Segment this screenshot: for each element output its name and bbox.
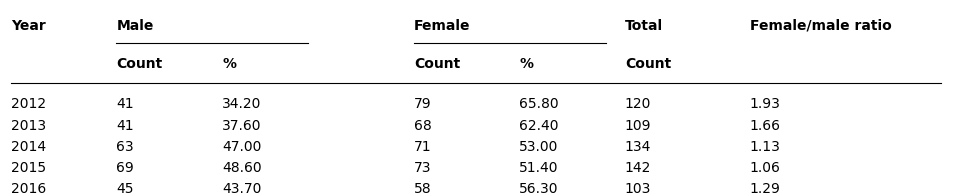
Text: 62.40: 62.40 <box>519 119 558 133</box>
Text: 1.66: 1.66 <box>749 119 779 133</box>
Text: 48.60: 48.60 <box>222 161 261 175</box>
Text: Male: Male <box>116 19 154 33</box>
Text: 53.00: 53.00 <box>519 140 558 154</box>
Text: 43.70: 43.70 <box>222 181 261 195</box>
Text: 2012: 2012 <box>11 97 46 111</box>
Text: Female: Female <box>413 19 470 33</box>
Text: 65.80: 65.80 <box>519 97 558 111</box>
Text: Count: Count <box>116 57 162 71</box>
Text: %: % <box>519 57 532 71</box>
Text: 2016: 2016 <box>11 181 46 195</box>
Text: 2015: 2015 <box>11 161 46 175</box>
Text: 71: 71 <box>413 140 431 154</box>
Text: 2014: 2014 <box>11 140 46 154</box>
Text: 79: 79 <box>413 97 431 111</box>
Text: 142: 142 <box>625 161 651 175</box>
Text: %: % <box>222 57 235 71</box>
Text: 2013: 2013 <box>11 119 46 133</box>
Text: Total: Total <box>625 19 662 33</box>
Text: 51.40: 51.40 <box>519 161 558 175</box>
Text: 73: 73 <box>413 161 431 175</box>
Text: 1.06: 1.06 <box>749 161 779 175</box>
Text: 63: 63 <box>116 140 134 154</box>
Text: 41: 41 <box>116 97 134 111</box>
Text: 69: 69 <box>116 161 135 175</box>
Text: 103: 103 <box>625 181 651 195</box>
Text: 58: 58 <box>413 181 431 195</box>
Text: 1.29: 1.29 <box>749 181 779 195</box>
Text: 47.00: 47.00 <box>222 140 261 154</box>
Text: 68: 68 <box>413 119 431 133</box>
Text: 41: 41 <box>116 119 134 133</box>
Text: Count: Count <box>625 57 671 71</box>
Text: 1.13: 1.13 <box>749 140 779 154</box>
Text: 45: 45 <box>116 181 134 195</box>
Text: 120: 120 <box>625 97 651 111</box>
Text: 134: 134 <box>625 140 651 154</box>
Text: Female/male ratio: Female/male ratio <box>749 19 891 33</box>
Text: 34.20: 34.20 <box>222 97 261 111</box>
Text: 37.60: 37.60 <box>222 119 261 133</box>
Text: Count: Count <box>413 57 459 71</box>
Text: 1.93: 1.93 <box>749 97 779 111</box>
Text: 56.30: 56.30 <box>519 181 558 195</box>
Text: Year: Year <box>11 19 46 33</box>
Text: 109: 109 <box>625 119 651 133</box>
